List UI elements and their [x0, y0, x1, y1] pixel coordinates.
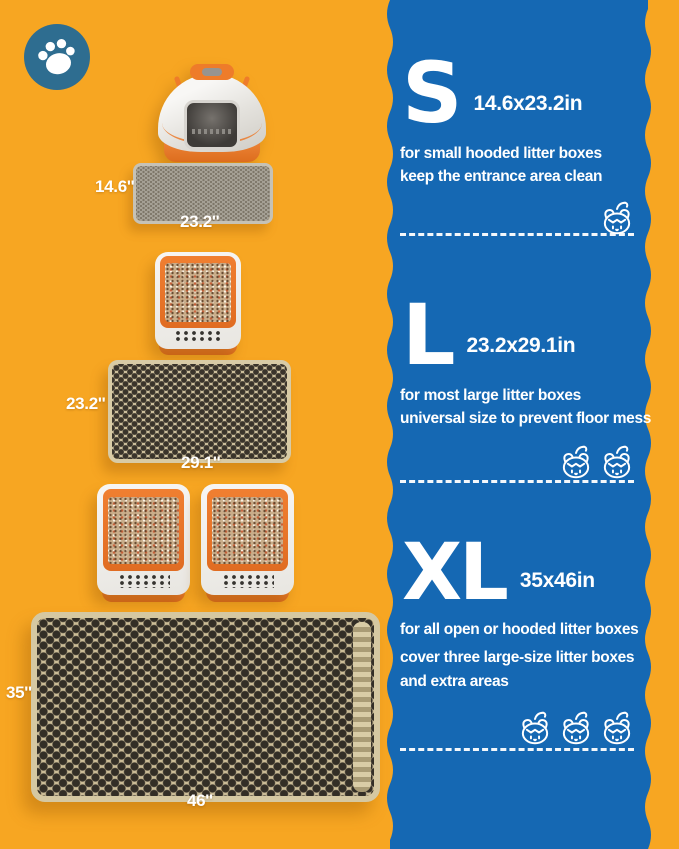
open-litter-box: [201, 484, 294, 602]
hooded-box-handle: [190, 64, 234, 80]
divider-dashed-line: [400, 748, 634, 751]
size-section-l: L 23.2x29.1in for most large litter boxe…: [396, 286, 651, 483]
litter-mat-small: [133, 163, 273, 224]
open-litter-box: [97, 484, 190, 602]
size-letter: S: [402, 44, 462, 142]
size-description: for all open or hooded litter boxes cove…: [396, 618, 648, 693]
xl-mat-width-label: 35'': [6, 683, 32, 702]
cat-icon: [599, 200, 635, 236]
size-description: for small hooded litter boxes keep the e…: [396, 142, 648, 189]
divider-dashed-line: [400, 233, 634, 236]
open-litter-box: [155, 252, 241, 355]
size-description-line: universal size to prevent floor mess: [400, 409, 651, 427]
size-letter: L: [402, 286, 456, 384]
size-dimensions: 14.6x23.2in: [473, 92, 583, 115]
divider-dashed-line: [400, 480, 634, 483]
litter-box-litter: [108, 496, 179, 565]
size-description: for most large litter boxes universal si…: [396, 384, 651, 431]
litter-box-litter: [212, 496, 283, 565]
size-dimensions: 35x46in: [519, 569, 595, 592]
cat-icon: [599, 444, 635, 480]
litter-mat-xl: [31, 612, 380, 802]
size-dimensions: 23.2x29.1in: [466, 334, 576, 357]
cat-capacity-icons: [558, 444, 635, 480]
hooded-litter-box: [158, 64, 266, 162]
size-description-line: keep the entrance area clean: [400, 167, 603, 185]
paw-icon: [31, 31, 83, 83]
size-description-line: cover three large-size litter boxes: [400, 649, 635, 667]
cat-capacity-icons: [517, 710, 635, 746]
litter-mat-large: [108, 360, 291, 463]
litter-box-vents: [173, 329, 223, 343]
litter-box-vents: [220, 572, 275, 588]
xl-mat-length-label: 46'': [187, 791, 213, 810]
small-mat-width-label: 14.6'': [95, 177, 135, 196]
size-heading: S 14.6x23.2in: [396, 44, 648, 142]
cat-icon: [599, 710, 635, 746]
size-description-line: for all open or hooded litter boxes: [400, 621, 639, 639]
size-section-xl: XL 35x46in for all open or hooded litter…: [396, 528, 648, 751]
cat-icon: [517, 710, 553, 746]
cat-capacity-icons: [599, 200, 635, 236]
size-letter: XL: [402, 528, 509, 618]
cat-icon: [558, 444, 594, 480]
hooded-box-entrance: [184, 100, 240, 150]
hooded-box-handle-grip: [202, 68, 222, 76]
size-description-line: for most large litter boxes: [400, 386, 581, 404]
litter-box-litter: [165, 263, 231, 323]
cat-icon: [558, 710, 594, 746]
size-description-line: for small hooded litter boxes: [400, 144, 602, 162]
litter-box-vents: [116, 572, 171, 588]
brand-paw-badge: [24, 24, 90, 90]
small-mat-length-label: 23.2'': [180, 212, 220, 231]
large-mat-length-label: 29.1'': [181, 453, 221, 472]
size-description-line: and extra areas: [400, 672, 509, 690]
large-mat-width-label: 23.2'': [66, 394, 106, 413]
size-heading: L 23.2x29.1in: [396, 286, 648, 384]
hooded-box-vents: [192, 129, 232, 134]
size-heading: XL 35x46in: [396, 528, 648, 618]
size-section-s: S 14.6x23.2in for small hooded litter bo…: [396, 44, 648, 236]
